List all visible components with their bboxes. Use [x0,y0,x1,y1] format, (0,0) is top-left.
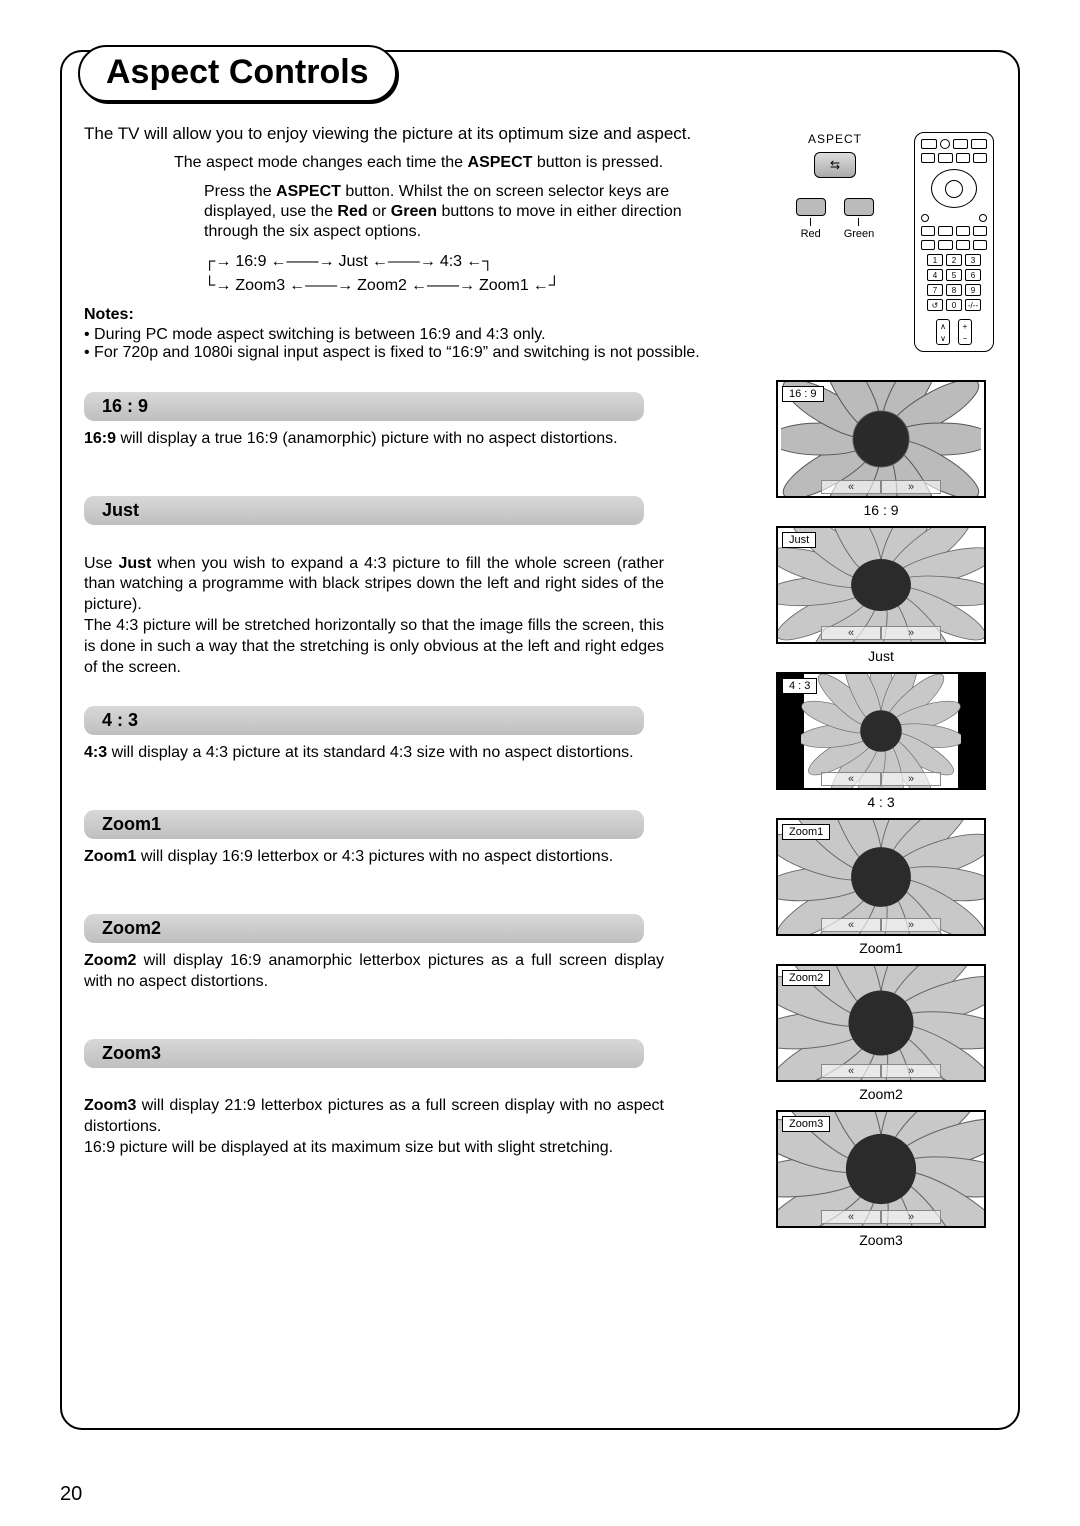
page-frame: Aspect Controls ASPECT ⇆ Red Green [60,50,1020,1430]
mode-desc-43: 4:3 will display a 4:3 picture at its st… [84,743,664,764]
remote-numpad: 123 456 789 ↺0-/-- [927,254,981,311]
mode-desc-zoom3: Zoom3 will display 21:9 letterbox pictur… [84,1076,664,1159]
aspect-button-group: ASPECT ⇆ Red Green [780,132,890,240]
mode-desc-zoom1: Zoom1 will display 16:9 letterbox or 4:3… [84,847,664,868]
mode-header-43: 4 : 3 [84,706,644,735]
mode-desc-just: Use Just when you wish to expand a 4:3 p… [84,533,664,679]
thumb-169: 16 : 9 «» 16 : 9 [776,380,986,518]
thumb-zoom2: Zoom2 «» Zoom2 [776,964,986,1102]
mode-header-zoom3: Zoom3 [84,1039,644,1068]
mode-header-zoom1: Zoom1 [84,810,644,839]
modes-thumbnails: 16 : 9 «» 16 : 9 Just «» Just [776,380,996,1256]
sub-instruction-1: The aspect mode changes each time the AS… [174,154,694,172]
thumb-just: Just «» Just [776,526,986,664]
mode-header-169: 16 : 9 [84,392,644,421]
aspect-label: ASPECT [808,132,862,146]
thumb-zoom3: Zoom3 «» Zoom3 [776,1110,986,1248]
green-button-icon: Green [844,198,875,240]
page-number: 20 [60,1483,82,1506]
mode-desc-169: 16:9 will display a true 16:9 (anamorphi… [84,429,664,450]
sub-instruction-2: Press the ASPECT button. Whilst the on s… [204,182,704,242]
aspect-button-icon: ⇆ [814,152,856,178]
thumb-43: 4 : 3 «» 4 : 3 [776,672,986,810]
mode-header-just: Just [84,496,644,525]
page-title: Aspect Controls [106,53,369,92]
mode-header-zoom2: Zoom2 [84,914,644,943]
red-button-icon: Red [796,198,826,240]
mode-desc-zoom2: Zoom2 will display 16:9 anamorphic lette… [84,951,664,993]
thumb-zoom1: Zoom1 «» Zoom1 [776,818,986,956]
top-right-icons: ASPECT ⇆ Red Green [780,132,994,352]
title-pill: Aspect Controls [78,45,397,102]
remote-illustration: 123 456 789 ↺0-/-- ∧∨ +− [914,132,994,352]
modes-descriptions: 16 : 9 16:9 will display a true 16:9 (an… [84,380,748,1256]
